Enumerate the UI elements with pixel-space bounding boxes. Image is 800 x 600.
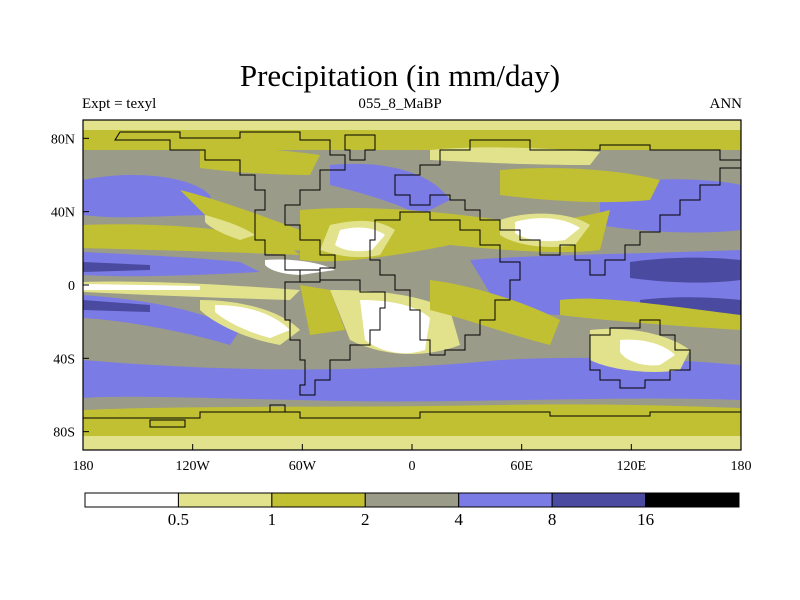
lat-tick-label: 40N [51, 206, 75, 221]
lat-tick-label: 40S [53, 352, 75, 367]
lon-tick-label: 0 [409, 459, 416, 474]
lon-tick-label: 120W [176, 459, 211, 474]
lon-tick-label: 180 [731, 459, 752, 474]
colorbar-swatch [458, 492, 553, 508]
colorbar-level-label: 16 [637, 510, 654, 529]
colorbar: 0.5 1 2 4 8 16 [84, 492, 740, 529]
season-label: ANN [709, 96, 743, 112]
colorbar-swatch [645, 492, 740, 508]
lon-tick-label: 120E [617, 459, 647, 474]
colorbar-swatch [364, 492, 460, 508]
colorbar-level-label: 0.5 [168, 510, 189, 529]
colorbar-swatch [271, 492, 366, 508]
continent-outlines [83, 131, 741, 428]
lat-tick-label: 80N [51, 132, 75, 147]
longitude-axis: 180 120W 60W 0 60E 120E 180 [73, 444, 752, 474]
colorbar-level-label: 8 [548, 510, 557, 529]
colorbar-level-label: 1 [268, 510, 277, 529]
experiment-label: Expt = texyl [82, 96, 157, 112]
colorbar-level-label: 2 [361, 510, 370, 529]
lat-tick-label: 80S [53, 426, 75, 441]
period-label: 055_8_MaBP [358, 96, 442, 112]
colorbar-swatch [84, 492, 179, 508]
colorbar-level-label: 4 [454, 510, 463, 529]
lat-tick-label: 0 [68, 279, 75, 294]
lon-tick-label: 60W [289, 459, 317, 474]
colorbar-swatch [177, 492, 273, 508]
precipitation-field [83, 120, 741, 450]
chart-title: Precipitation (in mm/day) [239, 58, 561, 93]
colorbar-swatch [551, 492, 647, 508]
lon-tick-label: 60E [510, 459, 533, 474]
latitude-axis: 80N 40N 0 40S 80S [51, 132, 89, 441]
lon-tick-label: 180 [73, 459, 94, 474]
